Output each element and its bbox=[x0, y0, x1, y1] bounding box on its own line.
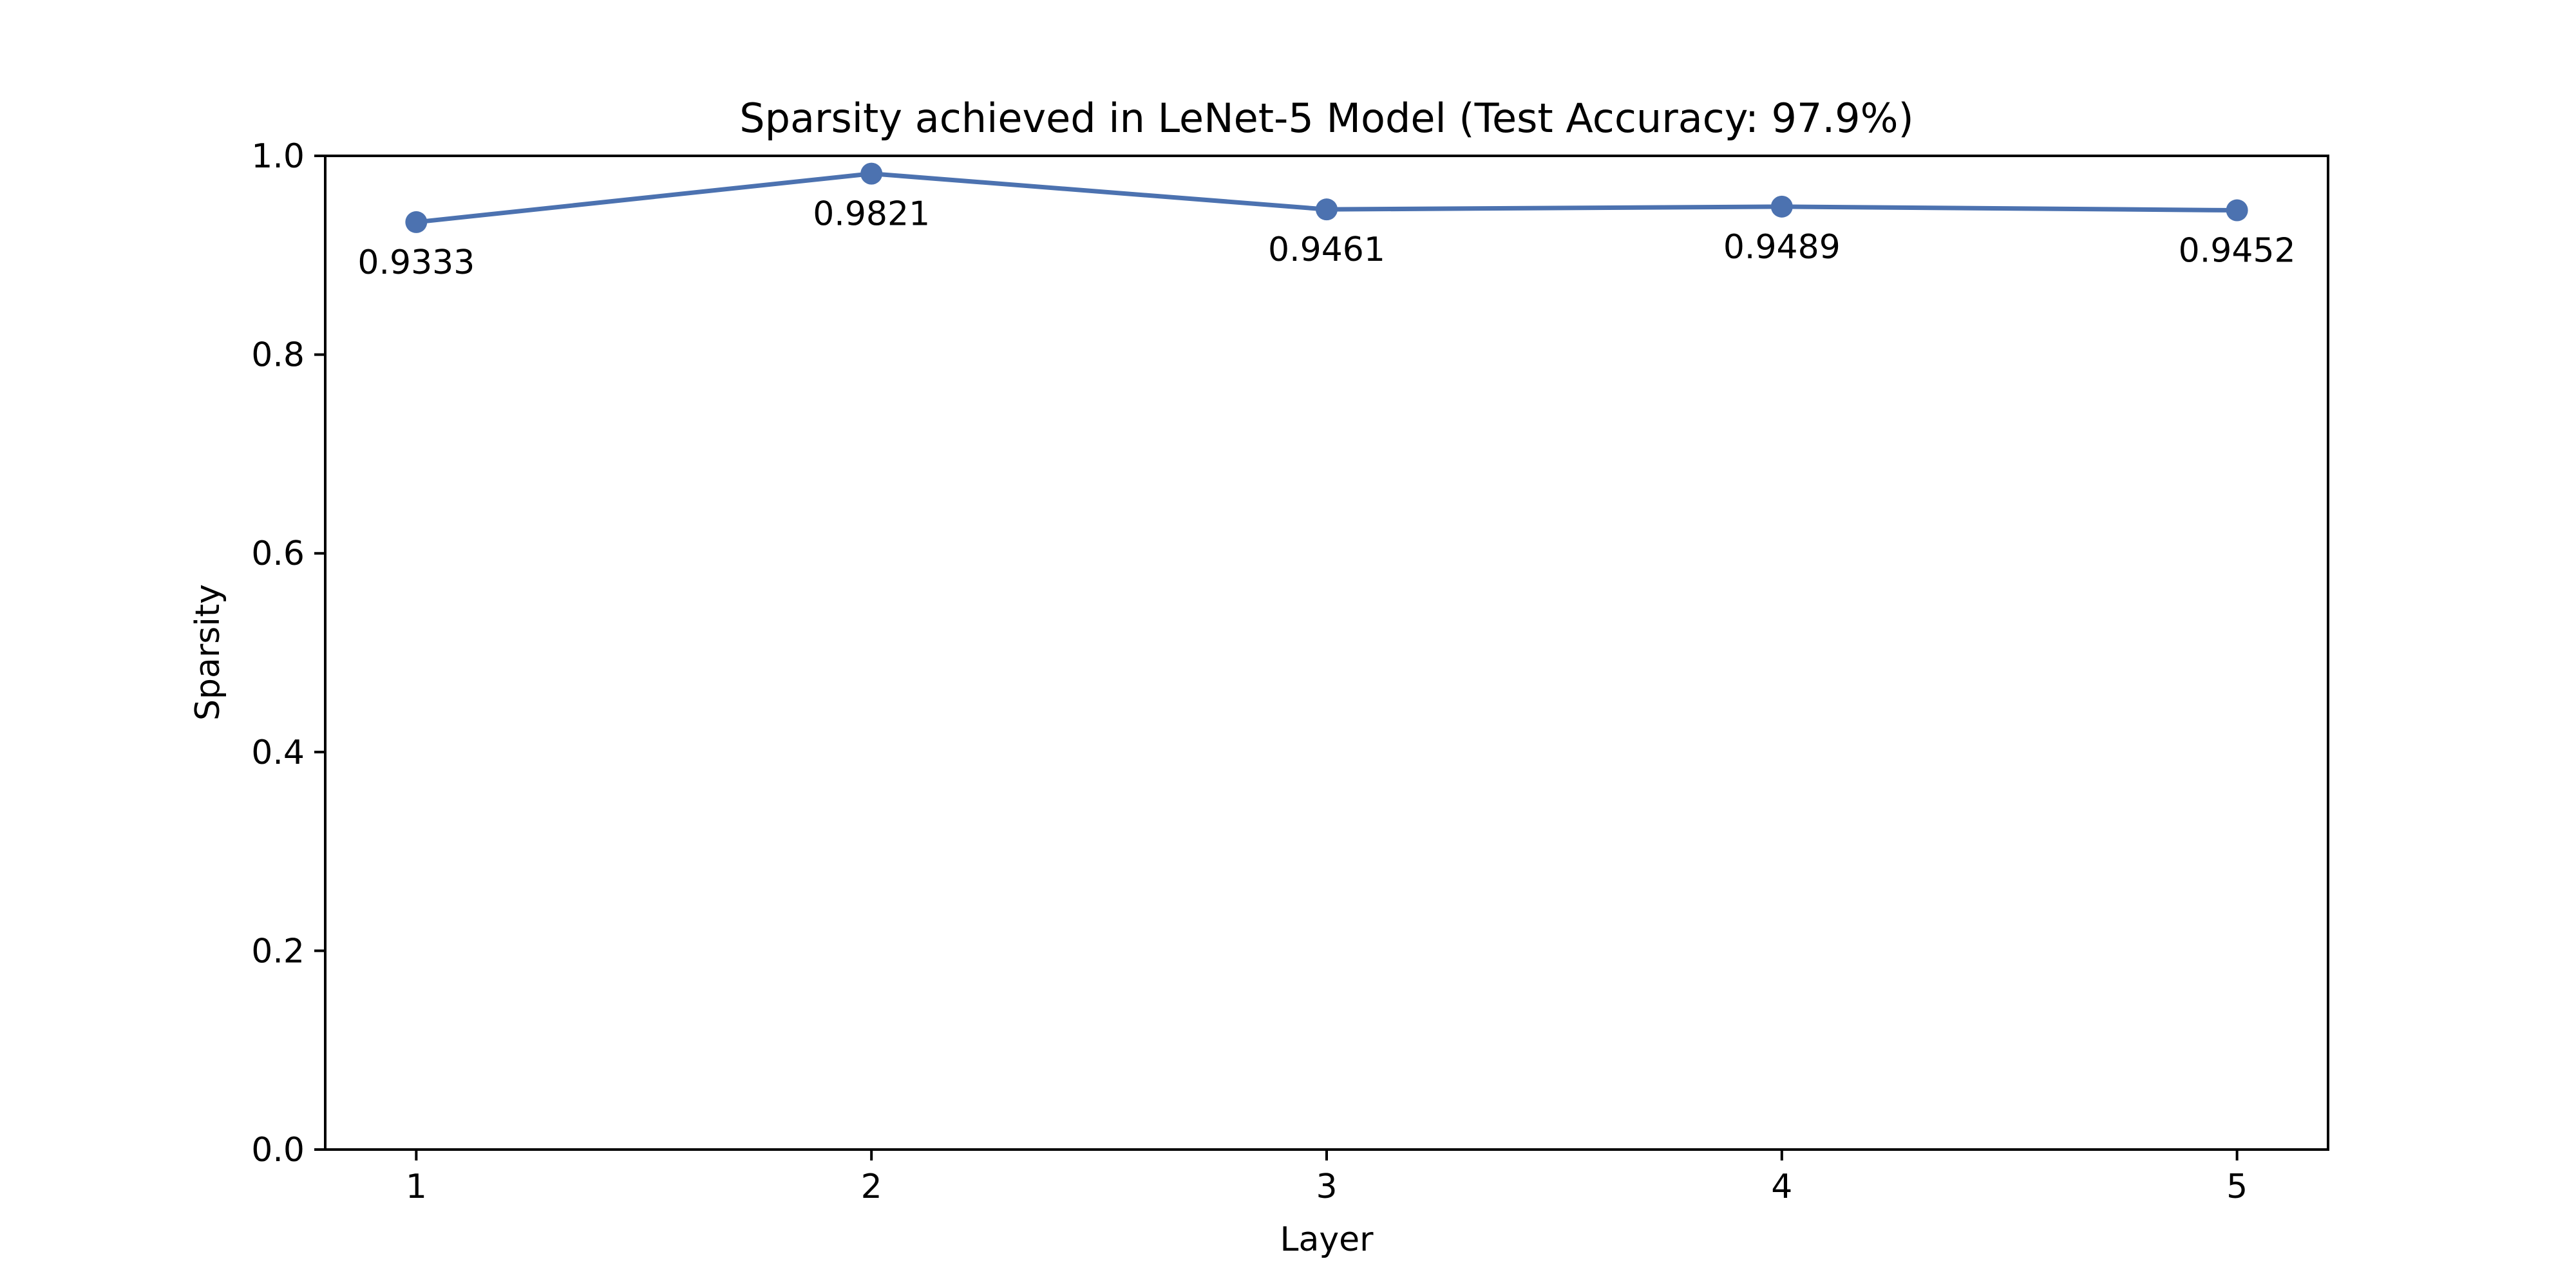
data-point-layer-4 bbox=[1770, 195, 1793, 218]
series-layer bbox=[405, 162, 2248, 233]
y-axis-ticks: 0.0 0.2 0.4 0.6 0.8 1.0 bbox=[251, 137, 325, 1170]
x-tick-label: 2 bbox=[861, 1168, 882, 1206]
x-tick-label: 4 bbox=[1771, 1168, 1792, 1206]
x-axis-title: Layer bbox=[1280, 1220, 1374, 1259]
data-label-layer-4: 0.9489 bbox=[1723, 228, 1841, 267]
data-labels-layer: 0.9333 0.9821 0.9461 0.9489 0.9452 bbox=[357, 195, 2295, 282]
x-axis-ticks: 1 2 3 4 5 bbox=[406, 1150, 2248, 1206]
data-point-layer-5 bbox=[2226, 199, 2248, 222]
data-point-layer-3 bbox=[1316, 198, 1338, 221]
y-tick-label: 0.8 bbox=[251, 336, 305, 375]
y-tick-label: 0.4 bbox=[251, 734, 305, 772]
y-axis-title: Sparsity bbox=[189, 584, 227, 721]
data-point-layer-2 bbox=[860, 162, 883, 185]
data-label-layer-5: 0.9452 bbox=[2179, 232, 2296, 270]
x-tick-label: 1 bbox=[406, 1168, 427, 1206]
data-label-layer-2: 0.9821 bbox=[813, 195, 930, 234]
y-tick-label: 0.0 bbox=[251, 1131, 305, 1170]
data-point-layer-1 bbox=[405, 211, 428, 233]
x-tick-label: 5 bbox=[2226, 1168, 2248, 1206]
x-tick-label: 3 bbox=[1316, 1168, 1337, 1206]
chart-title: Sparsity achieved in LeNet-5 Model (Test… bbox=[739, 95, 1913, 142]
data-label-layer-1: 0.9333 bbox=[357, 243, 475, 282]
y-tick-label: 0.6 bbox=[251, 535, 305, 573]
y-tick-label: 0.2 bbox=[251, 932, 305, 971]
plot-area-frame bbox=[324, 155, 2329, 1151]
data-label-layer-3: 0.9461 bbox=[1268, 231, 1385, 269]
y-tick-label: 1.0 bbox=[251, 137, 305, 176]
